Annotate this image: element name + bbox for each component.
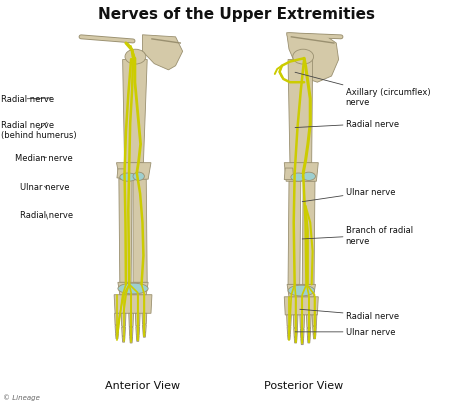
Polygon shape [287, 327, 291, 335]
Polygon shape [130, 337, 133, 343]
Polygon shape [313, 327, 317, 334]
Text: Radial nerve: Radial nerve [0, 95, 54, 104]
Polygon shape [308, 337, 310, 343]
Polygon shape [129, 328, 133, 337]
Polygon shape [115, 313, 119, 325]
Ellipse shape [288, 285, 315, 296]
Polygon shape [115, 326, 119, 333]
Text: Anterior View: Anterior View [105, 380, 180, 390]
Polygon shape [122, 337, 125, 342]
Polygon shape [143, 36, 182, 71]
Polygon shape [293, 315, 298, 328]
Polygon shape [307, 329, 311, 337]
Polygon shape [294, 337, 297, 343]
Text: Radial nerve
(behind humerus): Radial nerve (behind humerus) [0, 121, 76, 140]
Ellipse shape [120, 173, 137, 182]
Polygon shape [143, 332, 146, 337]
Polygon shape [133, 180, 147, 282]
Polygon shape [288, 182, 301, 285]
Polygon shape [287, 285, 316, 297]
Text: Radial nerve: Radial nerve [300, 309, 399, 320]
Polygon shape [284, 297, 318, 315]
Text: Ulnar nerve: Ulnar nerve [302, 188, 395, 202]
Polygon shape [117, 169, 126, 178]
Text: Radial nerve: Radial nerve [295, 120, 399, 129]
Polygon shape [121, 313, 126, 327]
Polygon shape [116, 334, 118, 339]
Polygon shape [143, 325, 146, 332]
Ellipse shape [302, 173, 316, 181]
Polygon shape [287, 33, 338, 83]
Polygon shape [122, 328, 126, 336]
Ellipse shape [291, 173, 306, 182]
Polygon shape [301, 339, 304, 345]
Text: Median nerve: Median nerve [15, 154, 73, 162]
Ellipse shape [125, 50, 146, 65]
Polygon shape [307, 315, 311, 328]
Text: Axillary (circumflex)
nerve: Axillary (circumflex) nerve [295, 73, 430, 107]
Text: Ulnar nerve: Ulnar nerve [295, 328, 395, 337]
Ellipse shape [293, 50, 314, 65]
Polygon shape [137, 336, 139, 342]
Polygon shape [284, 163, 318, 182]
Text: Nerves of the Upper Extremities: Nerves of the Upper Extremities [99, 7, 375, 22]
Polygon shape [119, 177, 132, 282]
Polygon shape [118, 282, 148, 295]
Polygon shape [123, 60, 147, 163]
Polygon shape [302, 182, 315, 285]
Polygon shape [117, 163, 151, 180]
Polygon shape [284, 169, 294, 180]
Polygon shape [288, 60, 313, 163]
Polygon shape [287, 315, 292, 326]
Polygon shape [312, 315, 317, 326]
Ellipse shape [118, 283, 148, 294]
Text: © Lineage: © Lineage [3, 393, 40, 400]
Polygon shape [300, 315, 305, 328]
Polygon shape [136, 313, 140, 326]
Polygon shape [313, 334, 316, 339]
Polygon shape [142, 313, 147, 324]
Polygon shape [301, 330, 304, 338]
Text: Posterior View: Posterior View [264, 380, 343, 390]
Text: Ulnar nerve: Ulnar nerve [19, 182, 69, 191]
Polygon shape [129, 313, 134, 327]
Polygon shape [294, 329, 298, 337]
Polygon shape [288, 335, 291, 340]
Text: Radial nerve: Radial nerve [19, 210, 73, 220]
Ellipse shape [133, 173, 145, 181]
Polygon shape [114, 295, 152, 313]
Text: Branch of radial
nerve: Branch of radial nerve [302, 225, 413, 245]
Polygon shape [136, 327, 140, 335]
